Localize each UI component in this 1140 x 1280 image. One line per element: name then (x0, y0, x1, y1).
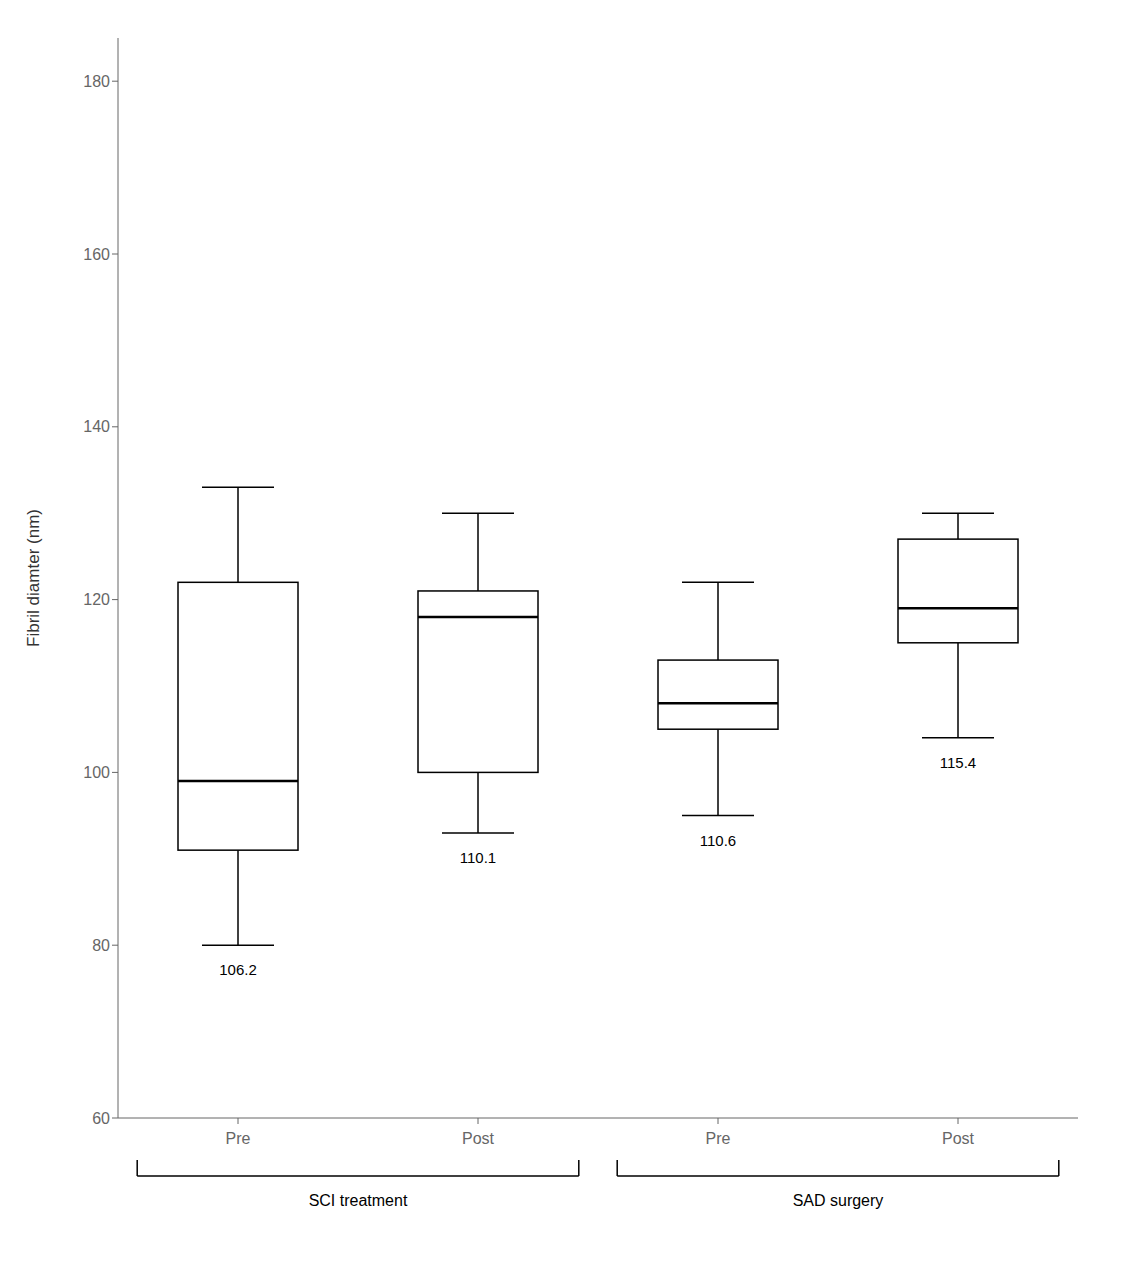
svg-text:110.1: 110.1 (460, 849, 496, 866)
svg-text:100: 100 (83, 764, 110, 781)
svg-text:80: 80 (92, 937, 110, 954)
svg-text:Post: Post (942, 1130, 975, 1147)
svg-text:Fibril diamter (nm): Fibril diamter (nm) (24, 509, 43, 647)
svg-text:110.6: 110.6 (700, 832, 736, 849)
svg-text:SAD surgery: SAD surgery (793, 1192, 884, 1209)
svg-text:SCI treatment: SCI treatment (309, 1192, 408, 1209)
svg-text:120: 120 (83, 591, 110, 608)
svg-text:Pre: Pre (226, 1130, 251, 1147)
svg-text:106.2: 106.2 (219, 961, 257, 978)
svg-text:Pre: Pre (706, 1130, 731, 1147)
svg-text:Post: Post (462, 1130, 495, 1147)
svg-text:160: 160 (83, 246, 110, 263)
svg-text:60: 60 (92, 1110, 110, 1127)
svg-text:180: 180 (83, 73, 110, 90)
svg-text:140: 140 (83, 418, 110, 435)
svg-text:115.4: 115.4 (940, 754, 976, 771)
